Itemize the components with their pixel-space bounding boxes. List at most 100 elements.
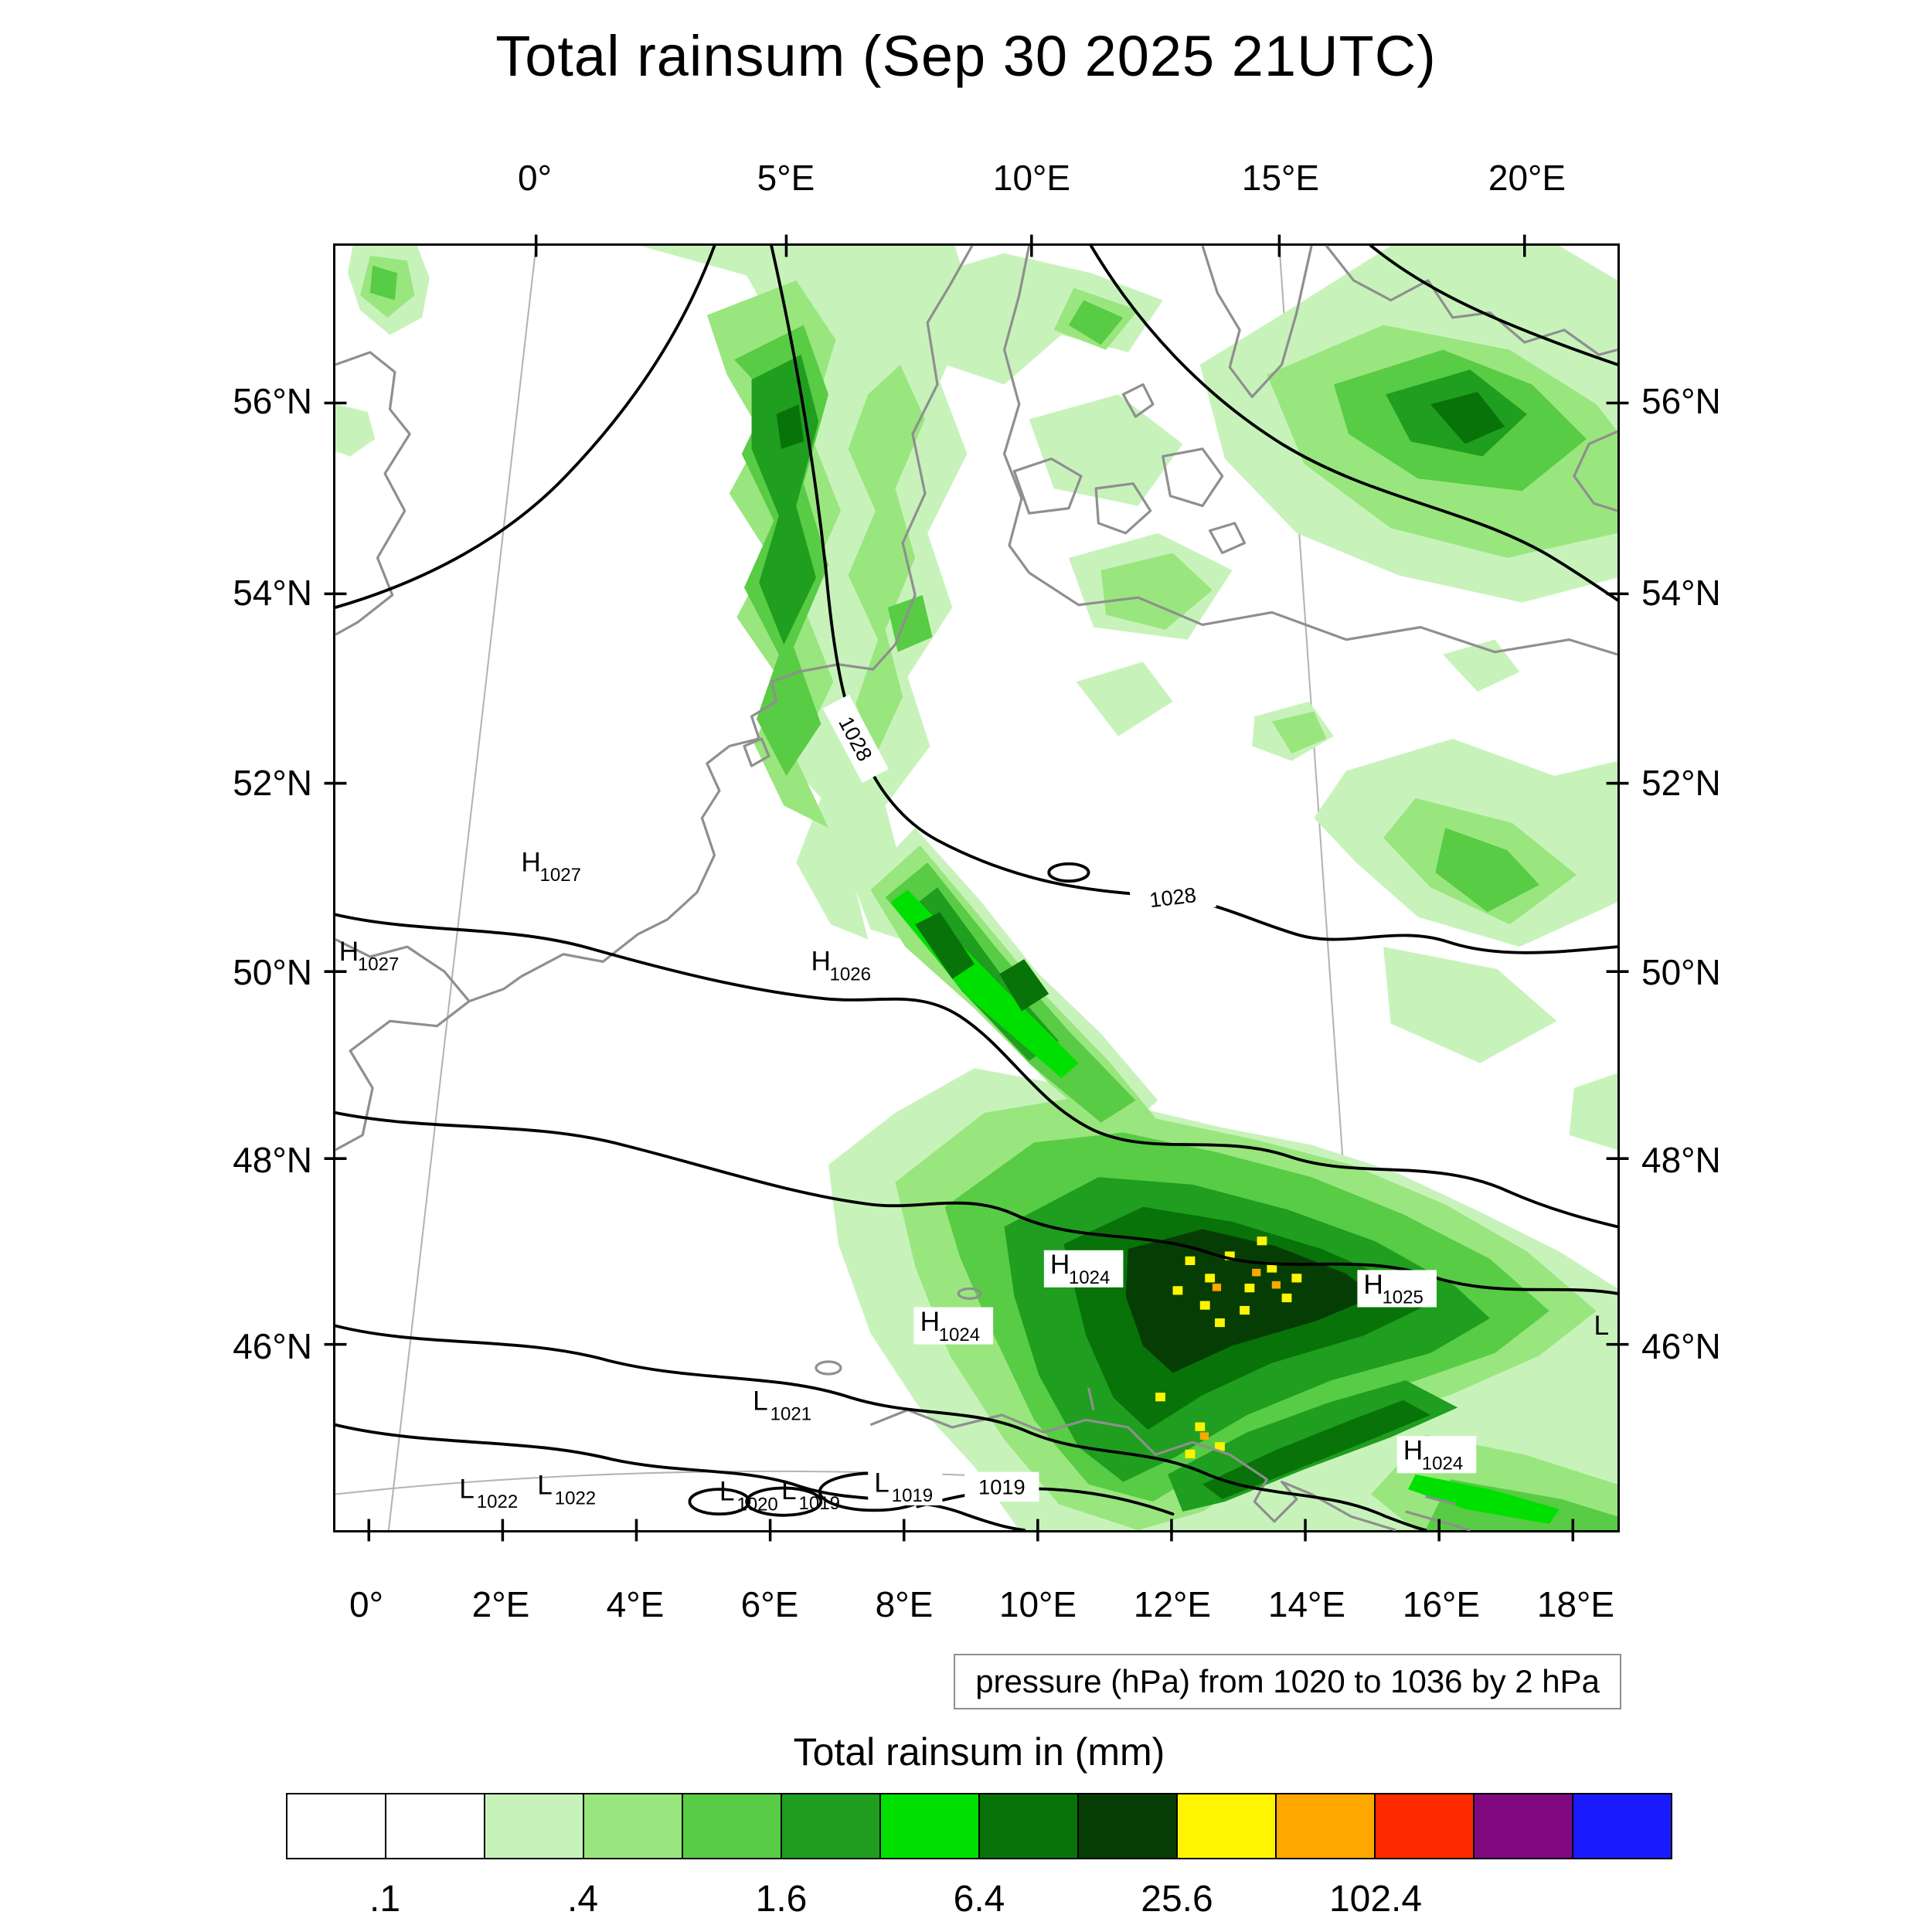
pressure-marker-low: L 1019 <box>781 1475 840 1514</box>
svg-text:H: H <box>1050 1250 1070 1280</box>
left-axis-label: 50°N <box>233 952 312 992</box>
colorbar-tick-label: .1 <box>369 1879 401 1920</box>
svg-text:1027: 1027 <box>539 865 580 886</box>
bottom-axis-label: 0° <box>349 1584 383 1624</box>
pressure-marker-low: L 1022 <box>459 1474 518 1512</box>
bottom-axis-label: 14°E <box>1267 1584 1346 1624</box>
top-axis-label: 0° <box>518 158 552 198</box>
bottom-axis-label: 16°E <box>1402 1584 1481 1624</box>
colorbar-tick-label: 25.6 <box>1141 1879 1213 1920</box>
top-axis-label: 15°E <box>1241 158 1320 198</box>
bottom-axis-label: 4°E <box>606 1584 665 1624</box>
svg-text:L: L <box>459 1474 474 1504</box>
svg-text:1022: 1022 <box>477 1492 518 1512</box>
left-axis-label: 52°N <box>233 763 312 803</box>
colorbar-cell <box>287 1794 386 1858</box>
bottom-axis-label: 10°E <box>998 1584 1077 1624</box>
pressure-marker-high: H 1026 <box>811 947 872 985</box>
svg-text:H: H <box>1403 1436 1423 1466</box>
contour-label: 1019 <box>978 1475 1026 1499</box>
precipitation-speckles-orange <box>1199 1268 1281 1440</box>
legend-title: Total rainsum in (mm) <box>793 1730 1165 1774</box>
map-plot-area: 1028 1028 1019 H 1027 H 1027 H 1 <box>324 234 1629 1542</box>
svg-text:1024: 1024 <box>1422 1453 1463 1474</box>
svg-text:H: H <box>920 1307 940 1337</box>
colorbar-cell <box>386 1794 485 1858</box>
bottom-axis-label: 2°E <box>471 1584 530 1624</box>
svg-text:L: L <box>874 1468 889 1498</box>
svg-text:L: L <box>781 1475 797 1505</box>
svg-text:H: H <box>811 947 831 977</box>
svg-text:1022: 1022 <box>555 1488 596 1509</box>
colorbar-cell <box>1277 1794 1376 1858</box>
colorbar-cell <box>683 1794 782 1858</box>
colorbar-cell <box>1178 1794 1277 1858</box>
coastlines <box>335 245 1618 1532</box>
pressure-marker-high: H 1024 <box>1396 1436 1477 1474</box>
right-axis-label: 56°N <box>1641 381 1721 421</box>
pressure-marker-high: H 1027 <box>339 937 400 975</box>
pressure-marker-low: L 1022 <box>537 1471 596 1509</box>
right-axis-label: 50°N <box>1641 952 1721 992</box>
right-axis-label: 48°N <box>1641 1140 1721 1180</box>
pressure-marker-high: H 1024 <box>913 1307 994 1345</box>
bottom-axis-label: 18°E <box>1536 1584 1615 1624</box>
right-axis-label: 54°N <box>1641 573 1721 613</box>
pressure-marker-high: H 1025 <box>1357 1270 1437 1308</box>
left-axis-label: 46°N <box>233 1326 312 1366</box>
pressure-marker-low: L 1020 <box>719 1477 778 1515</box>
colorbar-cell <box>881 1794 980 1858</box>
right-axis-label: 52°N <box>1641 763 1721 803</box>
pressure-marker-high: H 1027 <box>521 847 581 886</box>
left-axis-label: 54°N <box>233 573 312 613</box>
pressure-marker-low: L <box>1594 1311 1610 1341</box>
pressure-marker-low: L 1021 <box>753 1386 811 1425</box>
left-axis-label: 56°N <box>233 381 312 421</box>
bottom-axis-label: 6°E <box>740 1584 799 1624</box>
map-canvas: 1028 1028 1019 H 1027 H 1027 H 1 <box>324 234 1629 1542</box>
bottom-axis-label: 8°E <box>875 1584 934 1624</box>
colorbar <box>286 1793 1672 1859</box>
colorbar-cell <box>584 1794 683 1858</box>
colorbar-cell <box>980 1794 1079 1858</box>
colorbar-cell <box>1475 1794 1573 1858</box>
svg-text:H: H <box>521 847 540 877</box>
svg-text:1027: 1027 <box>358 954 399 975</box>
colorbar-cell <box>1573 1794 1671 1858</box>
colorbar-tick-label: 102.4 <box>1328 1879 1423 1920</box>
svg-text:1024: 1024 <box>1069 1267 1110 1288</box>
pressure-marker-high: H 1024 <box>1043 1250 1124 1288</box>
pressure-markers: H 1027 H 1027 H 1026 H 1024 H 1024 <box>339 847 1609 1515</box>
svg-text:1025: 1025 <box>1382 1287 1423 1308</box>
left-axis-label: 48°N <box>233 1140 312 1180</box>
precipitation-speckles-yellow <box>1155 1236 1302 1459</box>
top-axis-label: 10°E <box>992 158 1071 198</box>
svg-text:1026: 1026 <box>830 964 871 985</box>
colorbar-tick-label: .4 <box>566 1879 599 1920</box>
pressure-contours <box>334 244 1619 1532</box>
pressure-caption: pressure (hPa) from 1020 to 1036 by 2 hP… <box>954 1654 1621 1709</box>
svg-text:1019: 1019 <box>798 1493 839 1514</box>
right-axis-label: 46°N <box>1641 1326 1721 1366</box>
axis-ticks <box>324 234 1629 1542</box>
top-axis-label: 20°E <box>1488 158 1566 198</box>
svg-text:1024: 1024 <box>939 1325 980 1345</box>
bottom-axis-label: 12°E <box>1133 1584 1212 1624</box>
colorbar-cell <box>1079 1794 1178 1858</box>
colorbar-cell <box>485 1794 584 1858</box>
colorbar-tick-label: 1.6 <box>755 1879 808 1920</box>
colorbar-cell <box>782 1794 881 1858</box>
svg-text:H: H <box>339 937 359 967</box>
colorbar-cell <box>1376 1794 1475 1858</box>
svg-text:H: H <box>1363 1270 1383 1300</box>
svg-text:1019: 1019 <box>892 1485 933 1506</box>
svg-text:1021: 1021 <box>770 1403 811 1424</box>
colorbar-tick-label: 6.4 <box>953 1879 1005 1920</box>
top-axis-label: 5°E <box>757 158 815 198</box>
svg-text:1020: 1020 <box>736 1494 777 1515</box>
svg-text:L: L <box>753 1386 768 1417</box>
page-title: Total rainsum (Sep 30 2025 21UTC) <box>495 24 1437 88</box>
svg-text:L: L <box>719 1477 735 1507</box>
svg-text:L: L <box>537 1471 553 1501</box>
